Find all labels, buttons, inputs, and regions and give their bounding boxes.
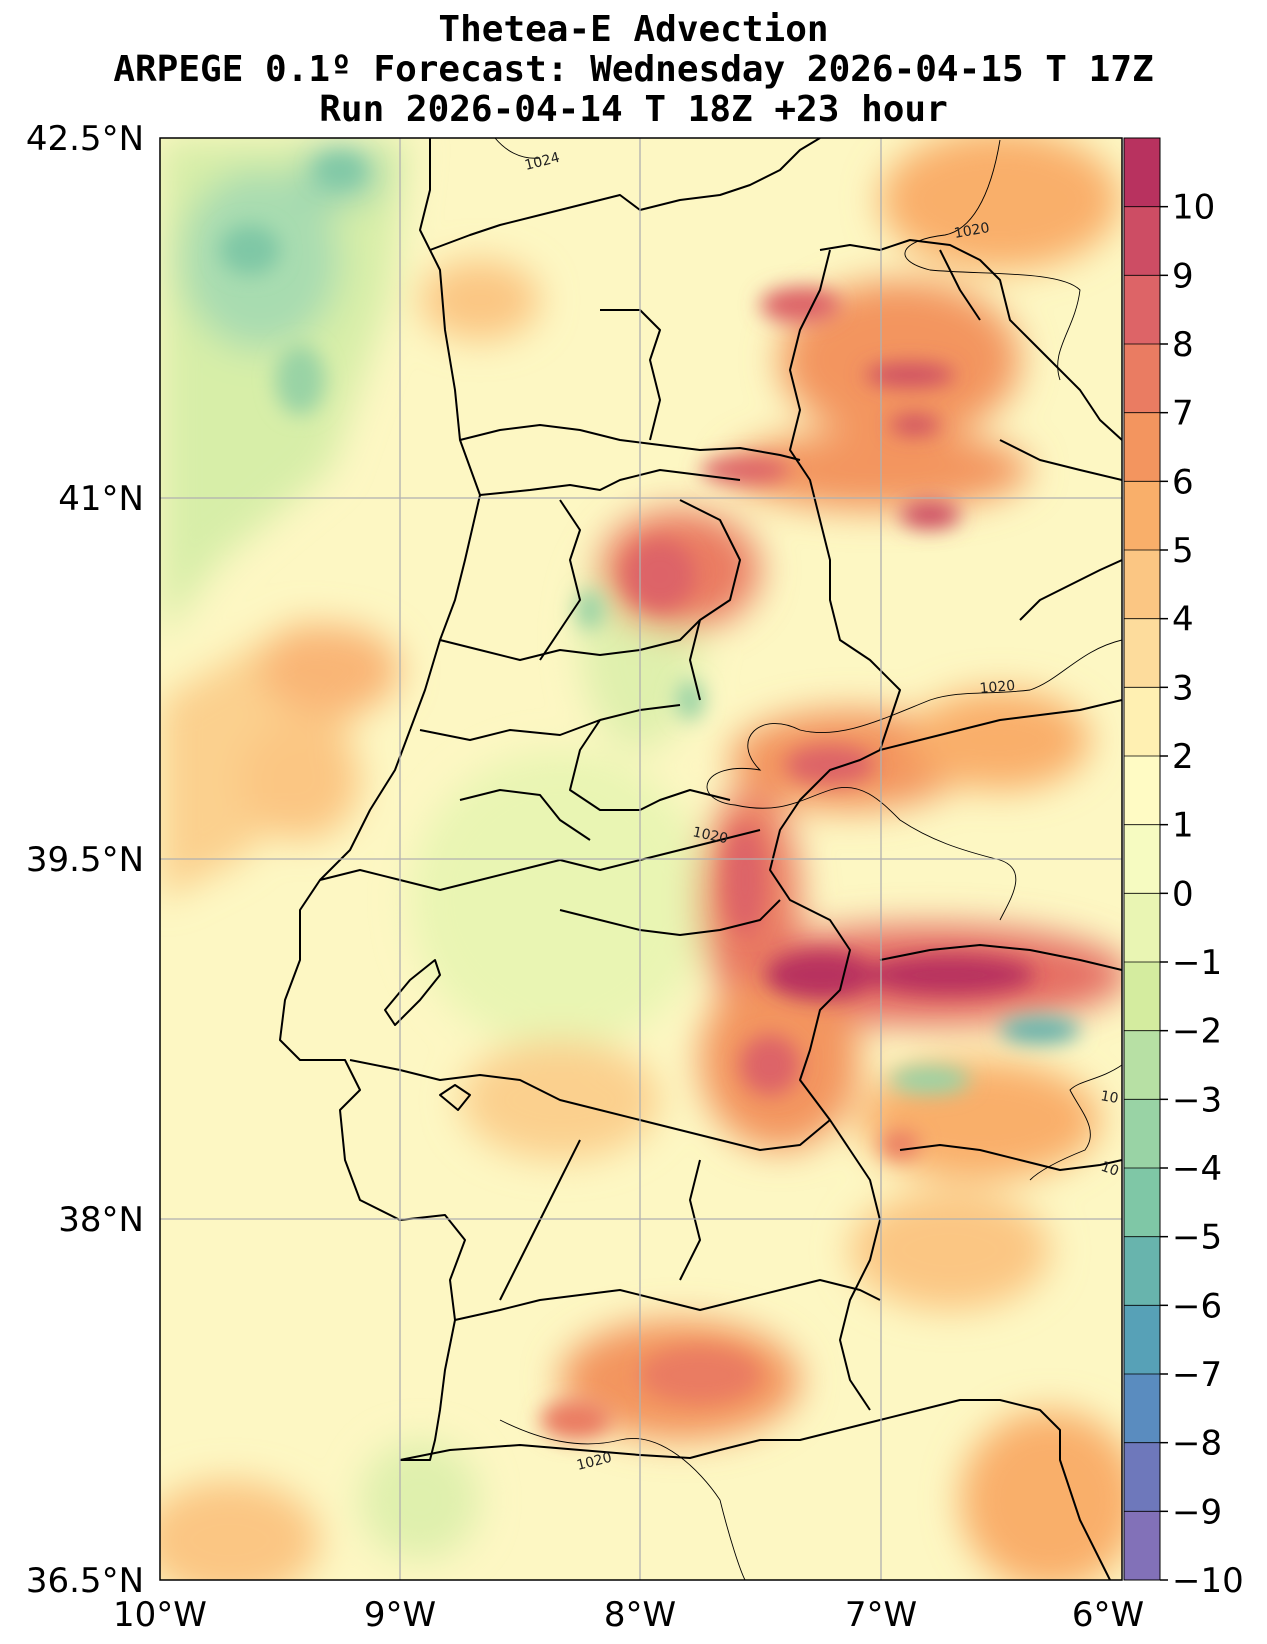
lon-label: 10°W [113,1595,207,1635]
colorbar-tick-label: 0 [1172,874,1194,914]
run-subtitle: Run 2026-04-14 T 18Z +23 hour [319,89,948,130]
colorbar-tick-label: 7 [1172,394,1194,434]
map-title: Thetea-E Advection [438,9,829,50]
colorbar-swatch [1124,1374,1160,1444]
colorbar-swatch [1124,1099,1160,1169]
lon-label: 8°W [604,1595,676,1635]
colorbar-tick-label: −7 [1172,1355,1222,1395]
colorbar-swatch [1124,275,1160,345]
isobar-label: 10 [1099,1159,1121,1180]
lat-label: 42.5°N [26,119,144,159]
colorbar-tick-label: 9 [1172,256,1194,296]
colorbar-swatch [1124,1168,1160,1238]
colorbar-tick-label: 1 [1172,806,1194,846]
colorbar-tick-label: −8 [1172,1424,1222,1464]
colorbar-swatch [1124,1236,1160,1306]
isobar-label: 10 [1099,1088,1119,1107]
lat-label: 41°N [58,479,144,519]
map-frame [159,137,1123,1581]
colorbar-swatch [1124,138,1160,208]
colorbar-tick-label: 10 [1172,188,1215,228]
colorbar-swatch [1124,550,1160,620]
lat-label: 38°N [58,1200,144,1240]
colorbar-tick-label: 6 [1172,462,1194,502]
lon-label: 9°W [364,1595,436,1635]
colorbar-tick-label: −2 [1172,1012,1222,1052]
longitude-labels: 10°W 9°W 8°W 7°W 6°W [113,1595,1144,1635]
colorbar-swatch [1124,618,1160,688]
colorbar-tick-label: 8 [1172,325,1194,365]
colorbar-tick-label: 4 [1172,600,1194,640]
colorbar-tick-label: −9 [1172,1492,1222,1532]
lat-label: 36.5°N [26,1561,144,1601]
latitude-labels: 42.5°N 41°N 39.5°N 38°N 36.5°N [26,119,144,1601]
theta-e-field: 1024 1020 1020 1020 1020 10 10 [160,138,1122,1580]
colorbar-swatch [1124,962,1160,1032]
colorbar-tick-label: 5 [1172,531,1194,571]
colorbar-swatch [1124,824,1160,894]
colorbar-swatch [1124,344,1160,414]
lon-label: 6°W [1072,1595,1144,1635]
colorbar-tick-label: −10 [1172,1561,1244,1601]
colorbar-swatch [1124,1030,1160,1100]
colorbar-tick-label: −5 [1172,1218,1222,1258]
colorbar-swatch [1124,1511,1160,1581]
colorbar-tick-label: −3 [1172,1080,1222,1120]
lat-label: 39.5°N [26,840,144,880]
colorbar-swatch [1124,687,1160,757]
colorbar-swatch [1124,206,1160,276]
colorbar-tick-label: 3 [1172,668,1194,708]
forecast-subtitle: ARPEGE 0.1º Forecast: Wednesday 2026-04-… [113,49,1154,90]
colorbar-swatch [1124,1442,1160,1512]
isobar-label: 1020 [953,220,991,242]
isobar-label: 1020 [691,824,729,847]
lon-label: 7°W [845,1595,917,1635]
isobar-label: 1020 [979,678,1016,697]
colorbar-tick-label: −4 [1172,1149,1222,1189]
colorbar-swatch [1124,756,1160,826]
colorbar-tick-label: 2 [1172,737,1194,777]
isobar-lines [494,138,1122,1580]
gridlines [160,138,1122,1580]
colorbar-swatch [1124,412,1160,482]
colorbar-swatch [1124,893,1160,963]
colorbar-tick-label: −1 [1172,943,1222,983]
colorbar-swatch [1124,481,1160,551]
colorbar-swatch [1124,1305,1160,1375]
isobar-label-group: 1024 1020 1020 1020 1020 10 10 [523,150,1121,1474]
colorbar-tick-label: −6 [1172,1286,1222,1326]
